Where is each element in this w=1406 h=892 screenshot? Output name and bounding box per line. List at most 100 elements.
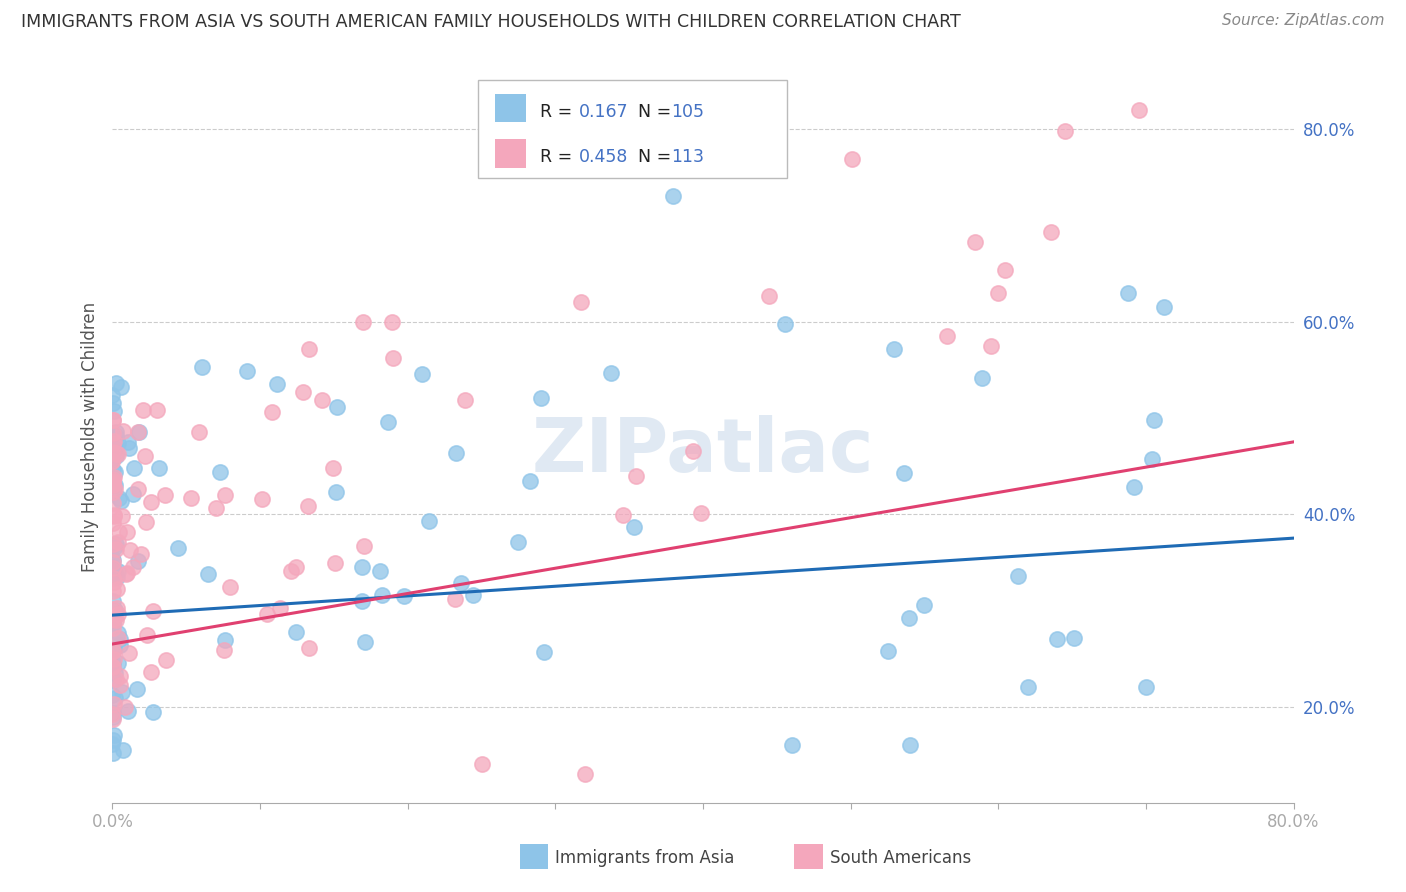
Point [450,575,472,590]
Point [912,598,935,612]
Point [411,367,433,381]
Text: 0.458: 0.458 [579,148,628,166]
Point [250,491,273,506]
Point [444,591,467,606]
Point [269,600,291,615]
Point [104,442,127,457]
Point [101,712,124,726]
Point [418,514,440,528]
Point [519,474,541,488]
Text: IMMIGRANTS FROM ASIA VS SOUTH AMERICAN FAMILY HOUSEHOLDS WITH CHILDREN CORRELATI: IMMIGRANTS FROM ASIA VS SOUTH AMERICAN F… [21,13,960,31]
Point [134,449,156,463]
Point [104,425,127,439]
Point [108,669,131,683]
Point [898,738,921,752]
Point [470,757,494,772]
Point [444,445,467,459]
Point [101,516,124,531]
Point [101,413,124,427]
Point [105,613,128,627]
Point [117,435,139,450]
Point [323,556,346,570]
Point [101,620,124,634]
Point [135,515,157,529]
Point [987,285,1010,300]
Point [122,560,145,574]
Point [103,652,125,666]
Point [104,540,127,554]
Point [103,727,125,741]
Y-axis label: Family Households with Children: Family Households with Children [80,302,98,572]
Point [353,539,375,553]
Point [145,403,167,417]
Point [107,632,129,646]
Point [107,607,129,621]
Point [877,644,900,658]
Point [110,677,132,691]
Text: N =: N = [627,103,676,120]
Point [103,434,125,448]
Point [101,396,124,410]
Point [103,697,125,711]
Point [326,400,349,414]
Point [191,359,214,374]
Point [115,525,138,540]
Point [142,705,165,719]
Point [612,508,634,523]
Point [1007,568,1029,582]
Point [148,461,170,475]
Point [135,628,157,642]
Point [104,690,127,705]
Point [121,486,143,500]
Point [127,681,149,696]
Point [101,445,124,459]
Point [1128,103,1150,117]
Point [284,560,307,574]
Point [153,488,176,502]
Point [101,571,124,585]
Point [600,367,623,381]
Point [371,588,394,602]
Point [103,472,125,486]
Point [994,263,1017,277]
Point [101,688,124,702]
Point [104,482,127,496]
Point [1142,413,1164,427]
Point [104,665,127,680]
Point [101,427,124,442]
Point [236,364,259,378]
Point [530,391,553,405]
Point [107,625,129,640]
Point [322,461,344,475]
Point [454,393,477,408]
Point [104,603,127,617]
Point [101,710,124,724]
Point [103,706,125,720]
Point [103,641,125,656]
Point [256,607,278,622]
Point [103,672,125,686]
Point [352,315,374,329]
Point [103,643,125,657]
Point [107,600,129,615]
Point [101,732,124,747]
Point [965,235,987,249]
Point [897,611,920,625]
Point [1153,300,1175,314]
Point [285,625,308,640]
Point [107,436,129,450]
Point [101,583,124,598]
Point [352,593,374,607]
Point [108,638,131,652]
Point [101,615,124,630]
Point [970,371,993,385]
Text: 105: 105 [671,103,703,120]
Point [209,465,232,479]
Point [298,342,321,356]
Point [463,588,485,602]
Point [105,542,128,557]
Point [110,380,132,394]
Point [280,565,302,579]
Point [780,738,803,752]
Text: N =: N = [627,148,676,166]
